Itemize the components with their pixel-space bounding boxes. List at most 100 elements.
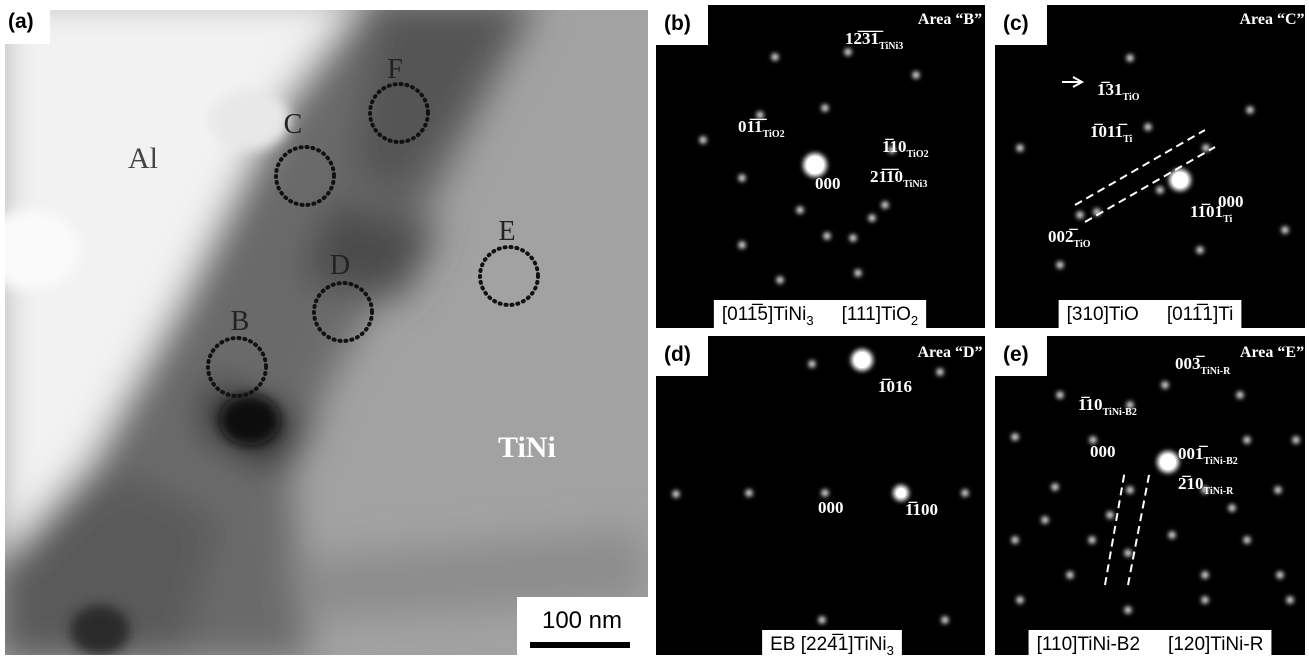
diffraction-spot bbox=[1017, 597, 1024, 604]
index-text: 1̅10 bbox=[1078, 395, 1103, 414]
index-subscript: TiNi3 bbox=[879, 41, 903, 52]
index-text: 1̅016 bbox=[878, 377, 912, 396]
miller-index: 1̅016 bbox=[878, 377, 912, 396]
index-text: 11̅01 bbox=[1190, 202, 1223, 221]
index-subscript: TiO bbox=[1074, 239, 1091, 250]
diffraction-spot bbox=[1012, 537, 1019, 544]
pattern-background bbox=[995, 5, 1305, 328]
index-text: 1̅100 bbox=[905, 500, 938, 519]
miller-index: 000 bbox=[1090, 442, 1116, 461]
area-label: Area “C” bbox=[1239, 11, 1304, 28]
index-subscript: TiO bbox=[1123, 92, 1140, 103]
marker-label: C bbox=[284, 109, 303, 140]
pattern-background bbox=[656, 336, 985, 655]
area-label: Area “E” bbox=[1240, 344, 1304, 361]
marker-label: F bbox=[387, 54, 403, 85]
diffraction-spot bbox=[962, 490, 969, 497]
caption-text: [310]TiO bbox=[1067, 304, 1139, 325]
pattern-background bbox=[995, 336, 1305, 655]
diffraction-spot bbox=[1197, 247, 1204, 254]
diffraction-spot bbox=[1107, 512, 1114, 519]
caption-text: EB [224̅1]TiNi bbox=[770, 634, 887, 655]
caption-text: [011̅1]Ti bbox=[1167, 304, 1234, 325]
diffraction-spot bbox=[822, 490, 829, 497]
miller-index: 1̅100 bbox=[905, 500, 938, 519]
diffraction-spot bbox=[1089, 537, 1096, 544]
diffraction-spot bbox=[913, 72, 920, 79]
diffraction-spot bbox=[1202, 572, 1209, 579]
diffraction-spot bbox=[882, 202, 889, 209]
diffraction-spot bbox=[1052, 484, 1059, 491]
diffraction-spot bbox=[1057, 392, 1064, 399]
scale-bar bbox=[530, 642, 630, 648]
diffraction-spot bbox=[1282, 227, 1289, 234]
diffraction-spot bbox=[772, 54, 779, 61]
diffraction-spot bbox=[1169, 532, 1176, 539]
diffraction-spot bbox=[1275, 487, 1282, 494]
diffraction-spot bbox=[1247, 107, 1254, 114]
diffraction-spot bbox=[739, 175, 746, 182]
diffraction-spot bbox=[1145, 124, 1152, 131]
diffraction-spot bbox=[739, 242, 746, 249]
index-text: 1̅10 bbox=[882, 137, 907, 156]
caption-text: [011̅5]TiNi bbox=[722, 304, 806, 325]
index-subscript: TiNi-B2 bbox=[1103, 407, 1137, 418]
diffraction-spot bbox=[854, 352, 870, 368]
diffraction-spot bbox=[937, 369, 944, 376]
diffraction-spot bbox=[1017, 145, 1024, 152]
caption: EB [224̅1]TiNi3 bbox=[770, 634, 894, 658]
diffraction-spot bbox=[1125, 607, 1132, 614]
diffraction-spot bbox=[1244, 537, 1251, 544]
diffraction-spot bbox=[824, 233, 831, 240]
index-text: 2̅10 bbox=[1178, 474, 1204, 493]
index-text: 000 bbox=[818, 498, 844, 517]
caption-subscript: 3 bbox=[887, 643, 894, 658]
diffraction-spot bbox=[1127, 55, 1134, 62]
diffraction-spot bbox=[1237, 392, 1244, 399]
diffraction-spot bbox=[1160, 454, 1176, 470]
diffraction-spot bbox=[1172, 172, 1188, 188]
area-label: Area “D” bbox=[917, 344, 982, 361]
caption-text: [110]TiNi-B2 bbox=[1037, 634, 1140, 655]
diffraction-spot bbox=[1012, 434, 1019, 441]
scale-bar-label: 100 nm bbox=[542, 607, 622, 634]
figure: (a) Al TiNi BCDEF 100 nm (b)Area “B”12̅3… bbox=[0, 0, 1309, 659]
index-text: 000 bbox=[815, 174, 841, 193]
diffraction-spot bbox=[1125, 550, 1132, 557]
panel-label: (d) bbox=[664, 343, 691, 366]
diffraction-spot bbox=[673, 491, 680, 498]
diffraction-spot bbox=[746, 490, 753, 497]
diffraction-spot bbox=[1202, 597, 1209, 604]
index-text: 1̅31 bbox=[1097, 80, 1123, 99]
diffraction-spot bbox=[1277, 572, 1284, 579]
index-subscript: TiNi3 bbox=[903, 179, 927, 190]
index-subscript: TiNi-R bbox=[1201, 366, 1232, 377]
diffraction-spot bbox=[1229, 505, 1236, 512]
diffraction-spot bbox=[1042, 517, 1049, 524]
index-subscript: TiNi-B2 bbox=[1204, 456, 1238, 467]
index-subscript: TiO2 bbox=[907, 149, 929, 160]
diffraction-spot bbox=[1162, 382, 1169, 389]
marker-label: B bbox=[231, 306, 250, 337]
marker-label: D bbox=[330, 250, 350, 281]
diffraction-spot bbox=[855, 270, 862, 277]
diffraction-spot bbox=[777, 277, 784, 284]
panel-label: (c) bbox=[1003, 12, 1029, 35]
region-label: Al bbox=[128, 142, 158, 175]
index-subscript: Ti bbox=[1123, 134, 1132, 145]
diffraction-spot bbox=[896, 488, 906, 498]
diffraction-spot bbox=[822, 105, 829, 112]
caption-text: [111]TiO bbox=[842, 304, 911, 325]
caption-subscript: 2 bbox=[911, 313, 918, 328]
diffraction-spot bbox=[850, 235, 857, 242]
diffraction-spot bbox=[845, 49, 852, 56]
diffraction-spot bbox=[1244, 437, 1251, 444]
diffraction-spot bbox=[1067, 572, 1074, 579]
caption-text: [120]TiNi-R bbox=[1168, 634, 1263, 655]
diffraction-spot bbox=[700, 137, 707, 144]
diffraction-spot bbox=[869, 215, 876, 222]
index-subscript: Ti bbox=[1223, 214, 1232, 225]
panel-label: (a) bbox=[8, 10, 34, 33]
panel-label: (b) bbox=[664, 12, 691, 35]
